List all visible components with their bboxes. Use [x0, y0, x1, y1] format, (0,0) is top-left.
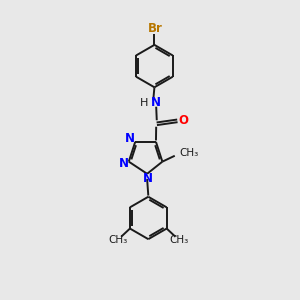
Text: H: H: [140, 98, 148, 108]
Text: N: N: [118, 157, 128, 169]
Text: O: O: [178, 114, 188, 127]
Text: N: N: [151, 96, 161, 109]
Text: N: N: [143, 172, 153, 185]
Text: N: N: [125, 132, 135, 146]
Text: Br: Br: [148, 22, 163, 35]
Text: CH₃: CH₃: [179, 148, 199, 158]
Text: CH₃: CH₃: [108, 235, 127, 245]
Text: CH₃: CH₃: [169, 235, 189, 245]
